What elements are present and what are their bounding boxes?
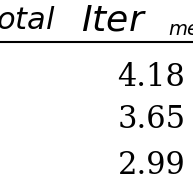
Text: $\mathit{med}$: $\mathit{med}$ (168, 20, 193, 39)
Text: $\mathbf{\mathit{Iter}}$: $\mathbf{\mathit{Iter}}$ (81, 3, 147, 37)
Text: 2.99: 2.99 (118, 151, 185, 181)
Text: $\mathit{otal}$: $\mathit{otal}$ (0, 5, 56, 36)
Text: 4.18: 4.18 (117, 62, 185, 93)
Text: 3.65: 3.65 (117, 104, 185, 135)
